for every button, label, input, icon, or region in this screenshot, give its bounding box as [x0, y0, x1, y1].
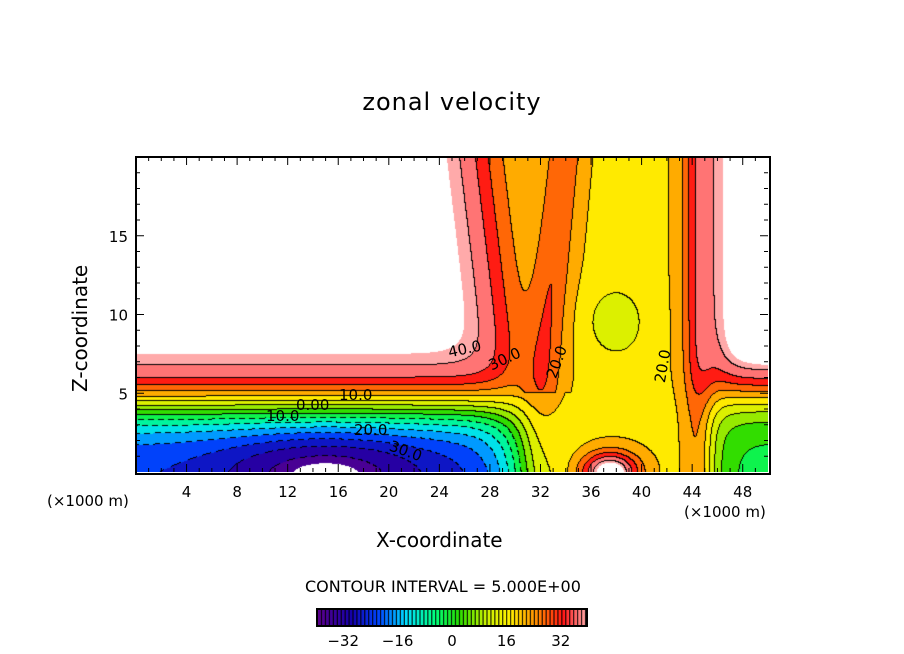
y-tick-label: 15: [109, 228, 128, 246]
y-axis-label: Z-coordinate: [68, 264, 92, 392]
x-tick-label: 44: [683, 483, 702, 501]
x-tick-label: 20: [379, 483, 398, 501]
x-tick-label: 4: [182, 483, 192, 501]
chart-title: zonal velocity: [362, 88, 542, 116]
colorbar-tick-label: −32: [327, 632, 360, 650]
x-tick-label: 8: [232, 483, 242, 501]
plot-frame: [135, 156, 771, 475]
plot-area: 40.0 30.0 20.0 20.0 10.0 0.00 10.0 20.0 …: [136, 157, 768, 472]
contour-label: 10.0: [266, 407, 300, 425]
colorbar: [316, 608, 588, 627]
x-tick-label: 28: [480, 483, 499, 501]
colorbar-tick-label: 32: [551, 632, 571, 650]
colorbar-tick-label: 0: [447, 632, 457, 650]
contour-label: 20.0: [354, 421, 388, 439]
y-tick-label: 5: [118, 385, 128, 403]
x-unit-label: (×1000 m): [47, 492, 129, 510]
x-unit-label-right: (×1000 m): [684, 503, 766, 521]
x-tick-label: 16: [329, 483, 348, 501]
contour-field: [136, 157, 768, 472]
x-axis-label: X-coordinate: [376, 528, 503, 552]
x-tick-label: 32: [531, 483, 550, 501]
colorbar-tick-label: −16: [381, 632, 414, 650]
colorbar-tick-label: 16: [496, 632, 516, 650]
x-tick-label: 48: [733, 483, 752, 501]
x-tick-label: 12: [278, 483, 297, 501]
contour-interval-label: CONTOUR INTERVAL = 5.000E+00: [305, 577, 581, 596]
y-tick-label: 10: [109, 307, 128, 325]
x-tick-label: 24: [430, 483, 449, 501]
contour-label: 10.0: [339, 386, 373, 404]
x-tick-label: 36: [581, 483, 600, 501]
contour-label: 0.00: [296, 396, 330, 414]
x-tick-label: 40: [632, 483, 651, 501]
